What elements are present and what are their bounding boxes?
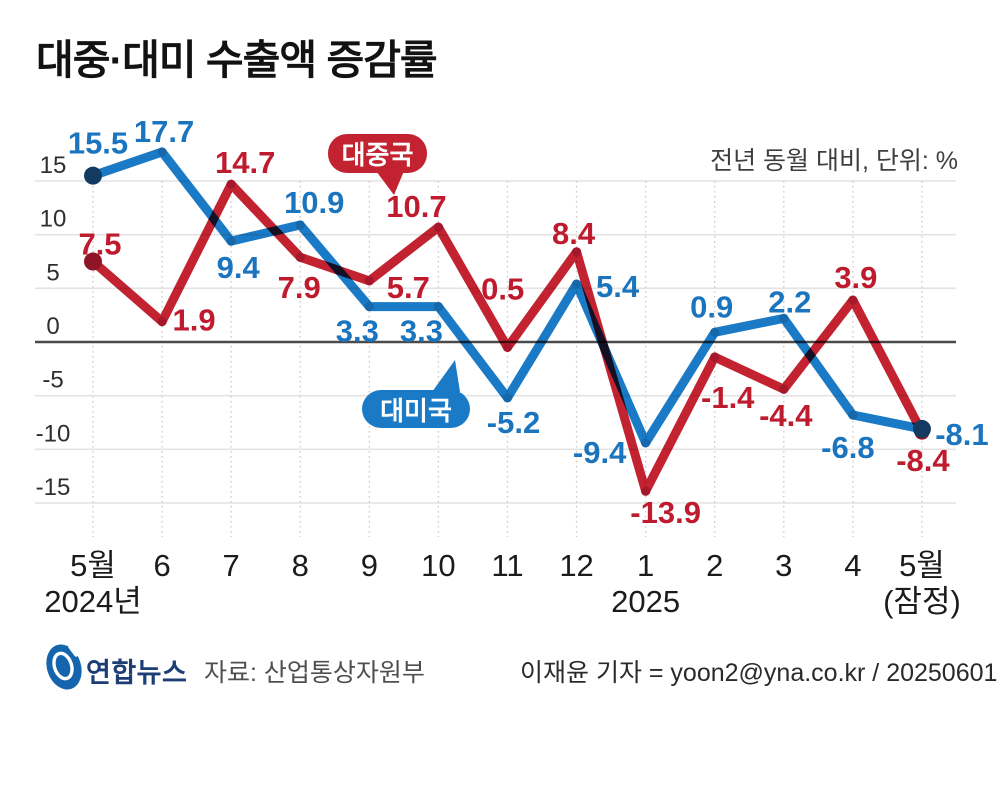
value-label-china-3: 7.9 [278,270,321,305]
value-label-china-9: -1.4 [701,380,755,415]
point-china-5 [433,222,443,232]
x-tick-label-8: 1 [637,548,654,583]
brand-name: 연합뉴스 [86,658,188,688]
point-us-11 [848,410,858,420]
y-tick-label-5: 5 [46,259,59,286]
x-tick-label-9: 2 [706,548,723,583]
value-label-us-2: 9.4 [217,250,261,285]
x-tick-sublabel-0: 2024년 [44,584,141,619]
point-china-11 [848,295,858,305]
page-title: 대중·대미 수출액 증감률 [36,37,438,83]
legend-badge-china: 대중국 [328,134,427,173]
point-china-2 [226,179,236,189]
value-label-us-5: 3.3 [400,314,443,349]
x-tick-label-5: 10 [421,548,455,583]
point-china-10 [779,384,789,394]
point-china-4 [364,276,374,286]
x-tick-label-3: 8 [292,548,309,583]
value-label-china-0: 7.5 [78,227,121,262]
value-label-us-8: -9.4 [573,435,627,470]
point-china-3 [295,252,305,262]
point-us-8 [641,438,651,448]
value-label-us-7: 5.4 [596,269,640,304]
legend-badge-china-tail [376,171,404,195]
point-china-6 [502,342,513,352]
x-tick-label-10: 3 [775,548,792,583]
legend-badge-us: 대미국 [362,390,470,428]
point-china-1 [157,317,167,327]
value-label-china-6: -0.5 [471,271,524,306]
value-label-us-11: -6.8 [821,430,874,465]
byline: 이재윤 기자 = yoon2@yna.co.kr / 20250601 [520,659,998,687]
y-tick-label--10: -10 [36,420,71,447]
value-label-us-12: -8.1 [935,417,988,452]
point-us-10 [779,313,789,323]
endpoint-us-12 [912,419,931,438]
y-tick-label--5: -5 [42,367,63,394]
point-us-3 [295,220,305,230]
x-tick-label-0: 5월 [70,548,116,583]
y-tick-label-10: 10 [40,206,67,233]
point-us-7 [571,279,582,289]
x-tick-label-4: 9 [361,548,378,583]
point-china-8 [641,486,651,496]
point-us-6 [502,393,513,403]
x-tick-label-7: 12 [559,548,593,583]
point-us-1 [157,147,167,157]
x-tick-label-11: 4 [844,548,861,583]
value-label-china-1: 1.9 [173,303,216,338]
value-label-us-9: 0.9 [690,289,733,324]
legend-badge-us-tail [432,360,460,392]
series-points-us [84,147,931,448]
yonhap-logo [46,644,82,690]
value-label-china-10: -4.4 [759,398,813,433]
value-label-china-12: -8.4 [896,443,950,478]
point-china-7 [571,247,582,257]
point-us-9 [710,327,720,337]
value-label-china-8: -13.9 [630,495,701,530]
y-tick-label--15: -15 [36,474,71,501]
x-tick-label-6: 11 [491,548,523,583]
value-label-china-7: 8.4 [552,216,596,251]
value-label-china-11: 3.9 [834,260,877,295]
y-tick-label-0: 0 [46,313,59,340]
value-label-us-1: 17.7 [134,114,194,149]
x-tick-label-1: 6 [153,548,170,583]
endpoint-us-0 [84,166,102,185]
endpoint-china-0 [84,252,102,271]
value-label-us-10: 2.2 [768,284,811,319]
point-us-4 [364,301,374,312]
x-tick-sublabel-8: 2025 [611,584,680,619]
point-us-2 [226,236,236,246]
value-label-us-3: 10.9 [284,185,344,220]
legend-badge-china-label: 대중국 [341,140,414,170]
value-label-china-4: 5.7 [387,270,430,305]
y-tick-label-15: 15 [40,152,67,179]
value-label-china-2: 14.7 [215,145,275,180]
unit-note: 전년 동월 대비, 단위: % [710,147,958,175]
x-tick-label-2: 7 [223,548,240,583]
point-china-9 [710,352,720,362]
value-label-us-0: 15.5 [68,126,128,161]
x-tick-sublabel-12: (잠정) [883,584,961,619]
value-label-china-5: 10.7 [386,189,446,224]
point-us-5 [433,301,443,312]
legend-badge-us-label: 대미국 [380,395,452,426]
x-tick-label-12: 5월 [899,548,945,583]
value-label-us-4: 3.3 [336,314,379,349]
value-label-us-6: -5.2 [487,405,540,440]
data-source: 자료: 산업통상자원부 [204,659,425,687]
